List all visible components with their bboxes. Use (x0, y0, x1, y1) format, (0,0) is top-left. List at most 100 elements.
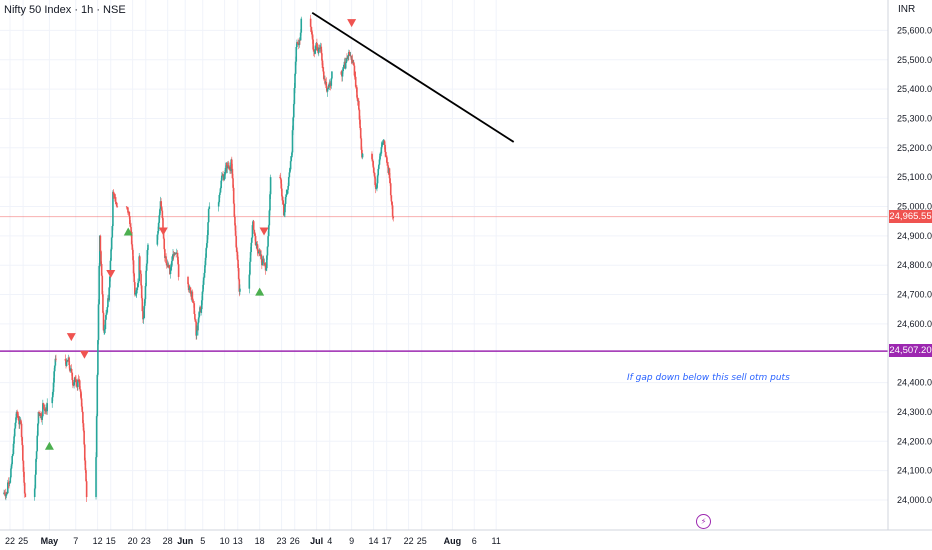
candle-body (356, 97, 359, 101)
candle-body (23, 482, 26, 494)
candle-body (348, 51, 350, 57)
candle-body (195, 329, 198, 336)
candle-body (144, 286, 147, 300)
candle-body (100, 263, 103, 276)
y-tick-label: 24,400.00 (897, 378, 932, 388)
sell-signal-marker (106, 270, 116, 279)
candle-body (388, 168, 391, 179)
sell-signal-marker (158, 227, 168, 236)
candle-body (358, 109, 361, 120)
candle-body (329, 82, 331, 85)
candle-body (132, 260, 135, 274)
candle-body (96, 374, 99, 417)
buy-signal-marker (255, 287, 265, 296)
candle-body (41, 416, 44, 420)
candle-body (161, 210, 164, 219)
candle-body (317, 48, 320, 53)
candle-body (282, 200, 284, 205)
candle-body (264, 263, 266, 266)
candle-body (203, 272, 206, 278)
candle-body (157, 231, 159, 235)
candle-body (292, 117, 294, 131)
candle-body (227, 165, 230, 169)
annotation-text[interactable]: If gap down below this sell otm puts (627, 373, 790, 383)
candle-body (13, 428, 16, 437)
candle-body (236, 251, 239, 260)
candle-body (72, 379, 74, 386)
y-tick-label: 24,300.00 (897, 407, 932, 417)
candle-body (145, 270, 147, 287)
candle-body (316, 47, 319, 51)
candle-body (145, 263, 148, 271)
candle-body (142, 318, 145, 320)
candle-body (72, 385, 75, 387)
candle-body (171, 259, 174, 262)
candle-body (103, 328, 106, 330)
candle-body (319, 47, 321, 49)
candle-body (108, 287, 110, 301)
currency-label[interactable]: INR (898, 4, 916, 15)
candle-body (36, 435, 39, 452)
candle-body (105, 314, 107, 320)
candle-body (110, 249, 112, 261)
candle-body (205, 243, 208, 249)
candle-body (17, 415, 20, 421)
candle-body (42, 403, 44, 417)
candle-body (68, 364, 71, 371)
candle-body (165, 263, 168, 266)
candle-body (100, 251, 102, 264)
candle-body (353, 62, 355, 66)
candle-body (359, 119, 361, 128)
candle-body (194, 313, 196, 320)
candle-body (156, 234, 159, 245)
candle-body (80, 398, 83, 407)
candle-body (235, 235, 237, 248)
time-axis[interactable]: 22 25 May 7 12 15 20 23 28 Jun 5 10 13 18 23 26 Jul 4 9 14 1… (0, 529, 932, 546)
candle-body (113, 194, 116, 198)
candle-body (354, 76, 357, 87)
candle-body (374, 185, 377, 189)
candle-body (341, 71, 344, 77)
candle-body (314, 50, 316, 54)
candle-body (75, 382, 78, 387)
sell-signal-marker (259, 227, 269, 236)
candle-body (340, 71, 343, 75)
candle-body (68, 357, 70, 365)
candle-body (251, 225, 254, 238)
candle-body (137, 281, 140, 283)
candle-body (389, 183, 392, 196)
candle-body (292, 103, 295, 118)
candle-body (97, 304, 100, 341)
candle-body (114, 197, 117, 202)
x-tick-label: 18 (255, 536, 265, 546)
trendline[interactable] (311, 12, 515, 143)
candle-body (345, 58, 348, 64)
candle-body (234, 216, 236, 226)
candle-body (283, 212, 286, 216)
candle-body (286, 189, 289, 194)
candle-body (160, 206, 163, 211)
candle-body (69, 369, 72, 371)
x-tick-label: 15 (106, 536, 116, 546)
candle-body (43, 408, 46, 411)
candle-body (351, 59, 354, 63)
candle-body (208, 206, 211, 209)
y-tick-label: 25,300.00 (897, 113, 932, 123)
candle-body (238, 279, 241, 292)
x-tick-label: 25 (417, 536, 427, 546)
price-axis[interactable]: 24,000.00 24,100.00 24,200.00 24,300.00 24,4… (887, 0, 932, 530)
candle-body (147, 244, 149, 251)
candle-body (266, 246, 269, 256)
candle-body (130, 231, 133, 245)
candle-body (346, 55, 349, 59)
candle-body (187, 276, 189, 285)
candle-body (129, 216, 131, 225)
x-tick-label: 12 (93, 536, 103, 546)
candle-body (286, 193, 288, 195)
current-price-tag: 24,965.55 (889, 209, 932, 223)
candle-body (296, 42, 298, 47)
candle-body (377, 168, 380, 176)
lightning-icon[interactable]: ⚡ (696, 514, 711, 529)
candle-body (343, 65, 345, 69)
